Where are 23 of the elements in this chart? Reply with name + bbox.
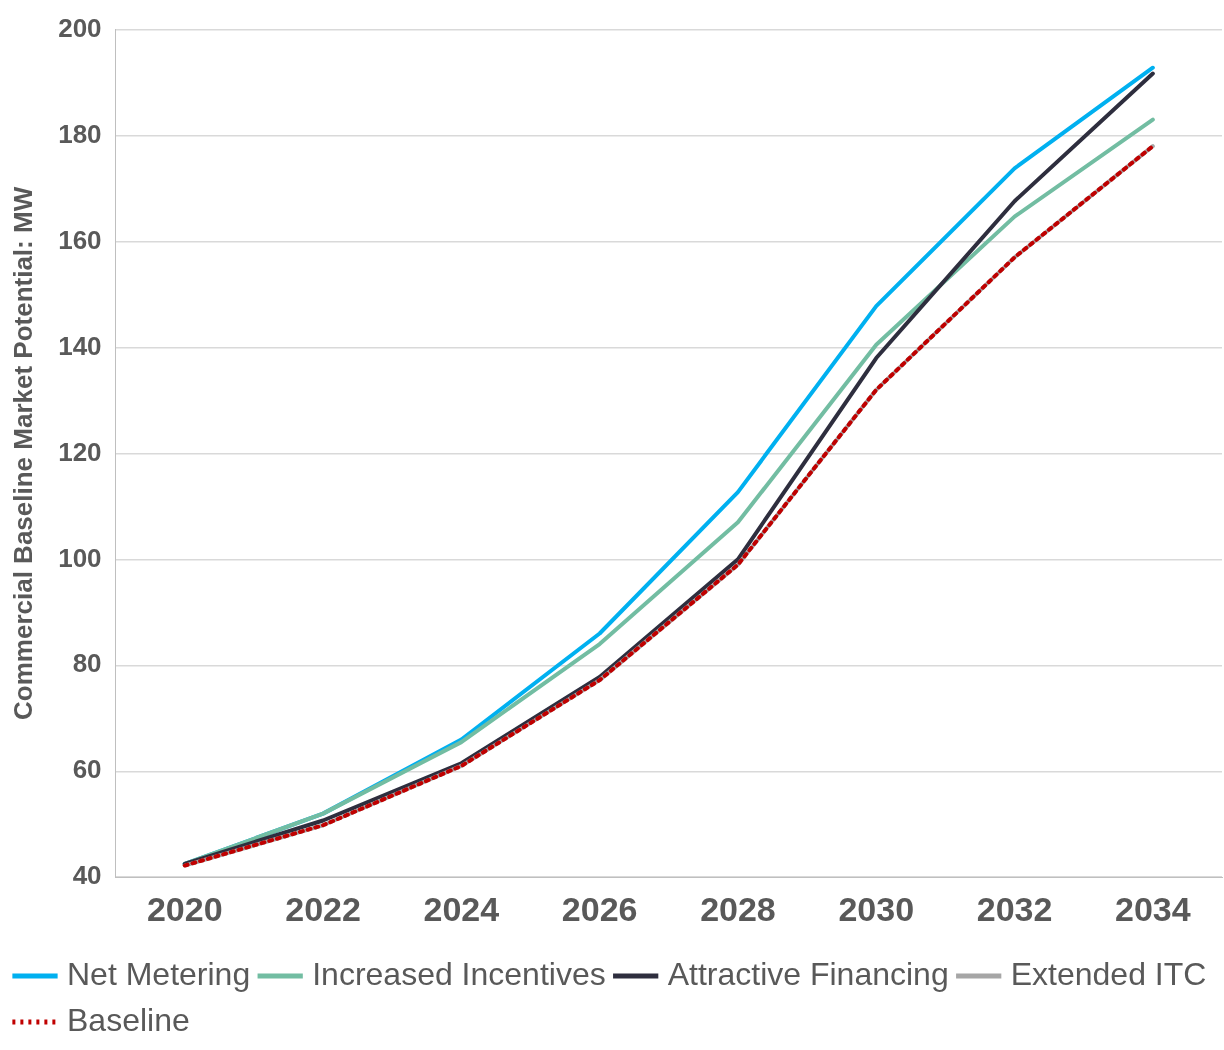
- y-tick-label: 40: [72, 860, 102, 891]
- x-tick-label: 2024: [423, 889, 500, 928]
- legend-label: Increased Incentives: [312, 955, 606, 992]
- y-tick-label: 60: [72, 754, 102, 785]
- y-tick-label: 160: [58, 224, 102, 255]
- y-tick-label: 80: [72, 648, 102, 679]
- x-tick-label: 2022: [285, 889, 361, 928]
- y-tick-label: 140: [58, 330, 102, 361]
- legend-label: Baseline: [67, 1001, 190, 1038]
- x-tick-label: 2030: [838, 889, 915, 928]
- y-tick-label: 100: [58, 542, 102, 573]
- x-tick-label: 2026: [561, 889, 638, 928]
- legend-label: Net Metering: [67, 955, 251, 992]
- y-tick-label: 180: [58, 118, 102, 149]
- y-tick-label: 200: [58, 12, 102, 43]
- legend-label: Attractive Financing: [667, 955, 949, 992]
- x-tick-label: 2034: [1115, 889, 1191, 928]
- x-tick-label: 2020: [146, 889, 223, 928]
- x-tick-label: 2032: [976, 889, 1053, 928]
- legend-label: Extended ITC: [1010, 955, 1207, 992]
- y-axis-title: Commercial Baseline Market Potential: MW: [7, 186, 38, 720]
- x-tick-label: 2028: [700, 889, 776, 928]
- y-tick-label: 120: [58, 436, 102, 467]
